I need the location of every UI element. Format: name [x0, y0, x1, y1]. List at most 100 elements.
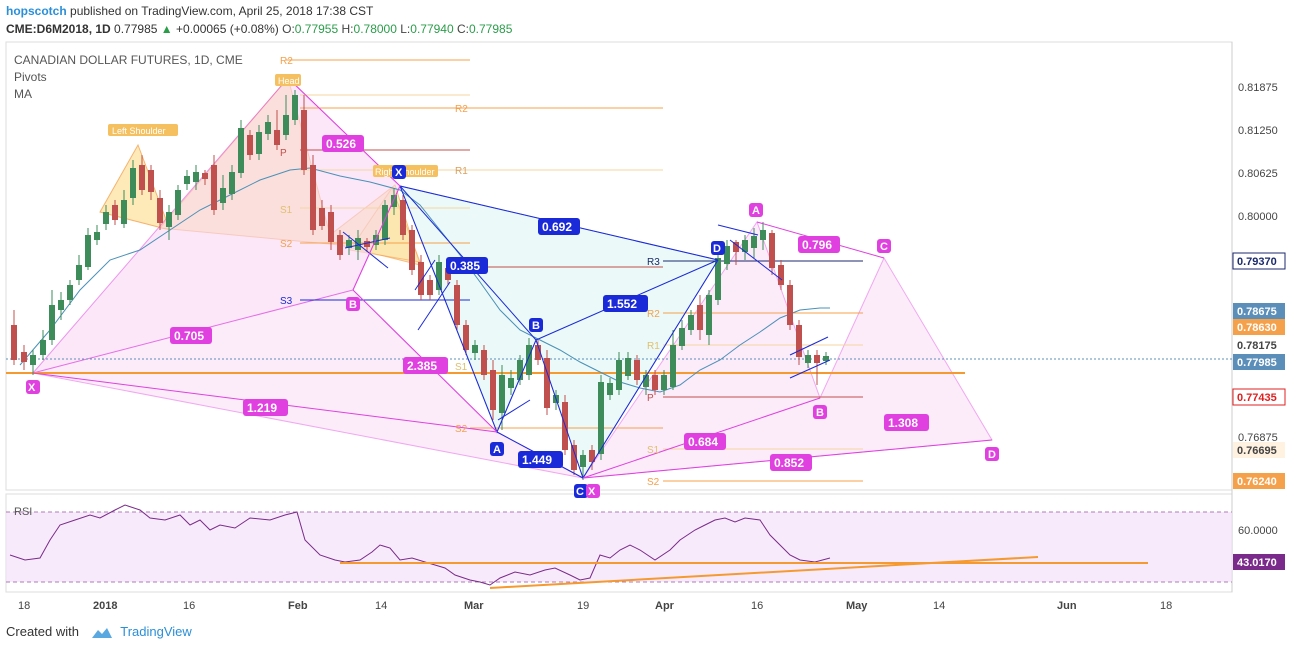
price-badge: 0.76240: [1237, 476, 1277, 488]
time-tick: 19: [577, 600, 589, 612]
indicator-ma[interactable]: MA: [14, 87, 32, 101]
pivot-label: P: [647, 393, 654, 404]
ratio-label: 1.449: [522, 453, 552, 467]
pivot-label: S2: [280, 239, 293, 250]
left-shoulder-label: Left Shoulder: [112, 126, 166, 136]
ratio-label: 0.692: [542, 220, 572, 234]
time-tick: Feb: [288, 600, 308, 612]
pivot-lines: [286, 59, 863, 482]
point-label: D: [988, 449, 996, 461]
high-value: 0.78000: [353, 22, 397, 36]
ratio-label: 2.385: [407, 359, 437, 373]
pivot-label: S1: [280, 205, 293, 216]
time-tick: Jun: [1057, 600, 1077, 612]
rsi-title[interactable]: RSI: [14, 506, 33, 518]
rsi-axis: 60.0000 43.0170: [1233, 525, 1285, 570]
low-label: L:: [400, 22, 411, 36]
author-name[interactable]: hopscotch: [6, 4, 67, 18]
ratio-label: 1.308: [888, 416, 918, 430]
ratio-label: 1.552: [607, 297, 637, 311]
price-axis[interactable]: 0.81875 0.81250 0.80625 0.80000 0.76875: [1238, 82, 1278, 444]
pivot-label: S1: [455, 362, 468, 373]
close-value: 0.77985: [469, 22, 513, 36]
time-tick: 14: [933, 600, 945, 612]
time-tick: 18: [1160, 600, 1172, 612]
created-with-text: Created with: [6, 624, 79, 639]
tradingview-link[interactable]: TradingView: [120, 624, 192, 639]
ratio-label: 0.705: [174, 329, 204, 343]
point-label: X: [28, 382, 36, 394]
footer: Created with TradingView: [6, 624, 192, 639]
price-tick: 0.81250: [1238, 125, 1278, 137]
pivot-label: S2: [647, 477, 660, 488]
pivot-label: S1: [647, 445, 660, 456]
time-tick: 16: [183, 600, 195, 612]
tradingview-logo-icon: [91, 627, 112, 638]
time-tick: 14: [375, 600, 387, 612]
price-tick: 0.80000: [1238, 211, 1278, 223]
publish-info: published on TradingView.com, April 25, …: [70, 4, 374, 18]
head-label: Head: [278, 76, 300, 86]
pivot-labels: R2 R2 P R1 S1 S2 S3 R3 R2 R1 P S1 S2 S2 …: [280, 56, 660, 488]
low-value: 0.77940: [410, 22, 454, 36]
pivot-label: S3: [280, 296, 293, 307]
moving-average-line: [19, 167, 830, 393]
ratio-label: 0.385: [450, 259, 480, 273]
rsi-trend-line: [489, 556, 1039, 589]
time-tick: 16: [751, 600, 763, 612]
open-value: 0.77955: [294, 22, 339, 36]
ratio-label: 0.852: [774, 456, 804, 470]
price-badge: 0.79370: [1237, 256, 1277, 268]
ratio-label: 0.684: [688, 435, 718, 449]
rsi-badge: 43.0170: [1237, 557, 1277, 569]
time-axis[interactable]: 18 2018 16 Feb 14 Mar 19 Apr 16 May 14 J…: [18, 600, 1172, 612]
pivot-label: R2: [280, 56, 293, 67]
open-label: O:: [282, 22, 295, 36]
point-label: C: [880, 241, 888, 253]
time-tick: 18: [18, 600, 30, 612]
pivot-label: S2: [455, 424, 468, 435]
price-badge: 0.78630: [1237, 322, 1277, 334]
point-label: X: [395, 167, 403, 179]
rsi-tick: 60.0000: [1238, 525, 1278, 537]
point-label: B: [349, 299, 357, 311]
close-label: C:: [457, 22, 469, 36]
time-tick: 2018: [93, 600, 117, 612]
point-label: D: [713, 243, 721, 255]
last-price: 0.77985: [114, 22, 158, 36]
price-badge: 0.77985: [1237, 357, 1277, 369]
point-label: B: [816, 407, 824, 419]
pivot-label: R2: [455, 104, 468, 115]
pivot-label: R3: [647, 257, 660, 268]
price-tick: 0.76875: [1238, 432, 1278, 444]
indicator-pivots[interactable]: Pivots: [14, 70, 47, 84]
time-tick: Apr: [655, 600, 675, 612]
price-tick: 0.80625: [1238, 168, 1278, 180]
price-badge: 0.76695: [1237, 445, 1277, 457]
price-tick: 0.81875: [1238, 82, 1278, 94]
price-badge: 0.78175: [1237, 340, 1277, 352]
point-label: C: [576, 486, 584, 498]
point-label: A: [493, 444, 501, 456]
rsi-line: [9, 504, 831, 586]
price-badge: 0.77435: [1237, 392, 1277, 404]
pivot-label: P: [280, 148, 287, 159]
rsi-band: [6, 512, 1232, 582]
point-label: X: [588, 486, 596, 498]
ratio-label: 0.796: [802, 238, 832, 252]
point-label: B: [532, 320, 540, 332]
point-labels: X B X A B C X D A B C D: [26, 165, 999, 498]
candles: [11, 90, 829, 480]
price-badge: 0.78675: [1237, 306, 1277, 318]
time-tick: May: [846, 600, 868, 612]
ratio-labels: 0.526 0.692 0.385 0.705 1.552 2.385 1.21…: [170, 135, 929, 471]
high-label: H:: [341, 22, 354, 36]
price-badges: 0.79370 0.78675 0.78630 0.78175 0.77985 …: [1232, 252, 1286, 489]
pivot-label: R2: [647, 309, 660, 320]
time-tick: Mar: [464, 600, 484, 612]
pivot-label: R1: [647, 341, 660, 352]
chart-title: CANADIAN DOLLAR FUTURES, 1D, CME: [14, 53, 243, 67]
ohlc-line: CME:D6M2018, 1D 0.77985 ▲ +0.00065 (+0.0…: [6, 22, 512, 36]
price-change: +0.00065 (+0.08%): [176, 22, 279, 36]
